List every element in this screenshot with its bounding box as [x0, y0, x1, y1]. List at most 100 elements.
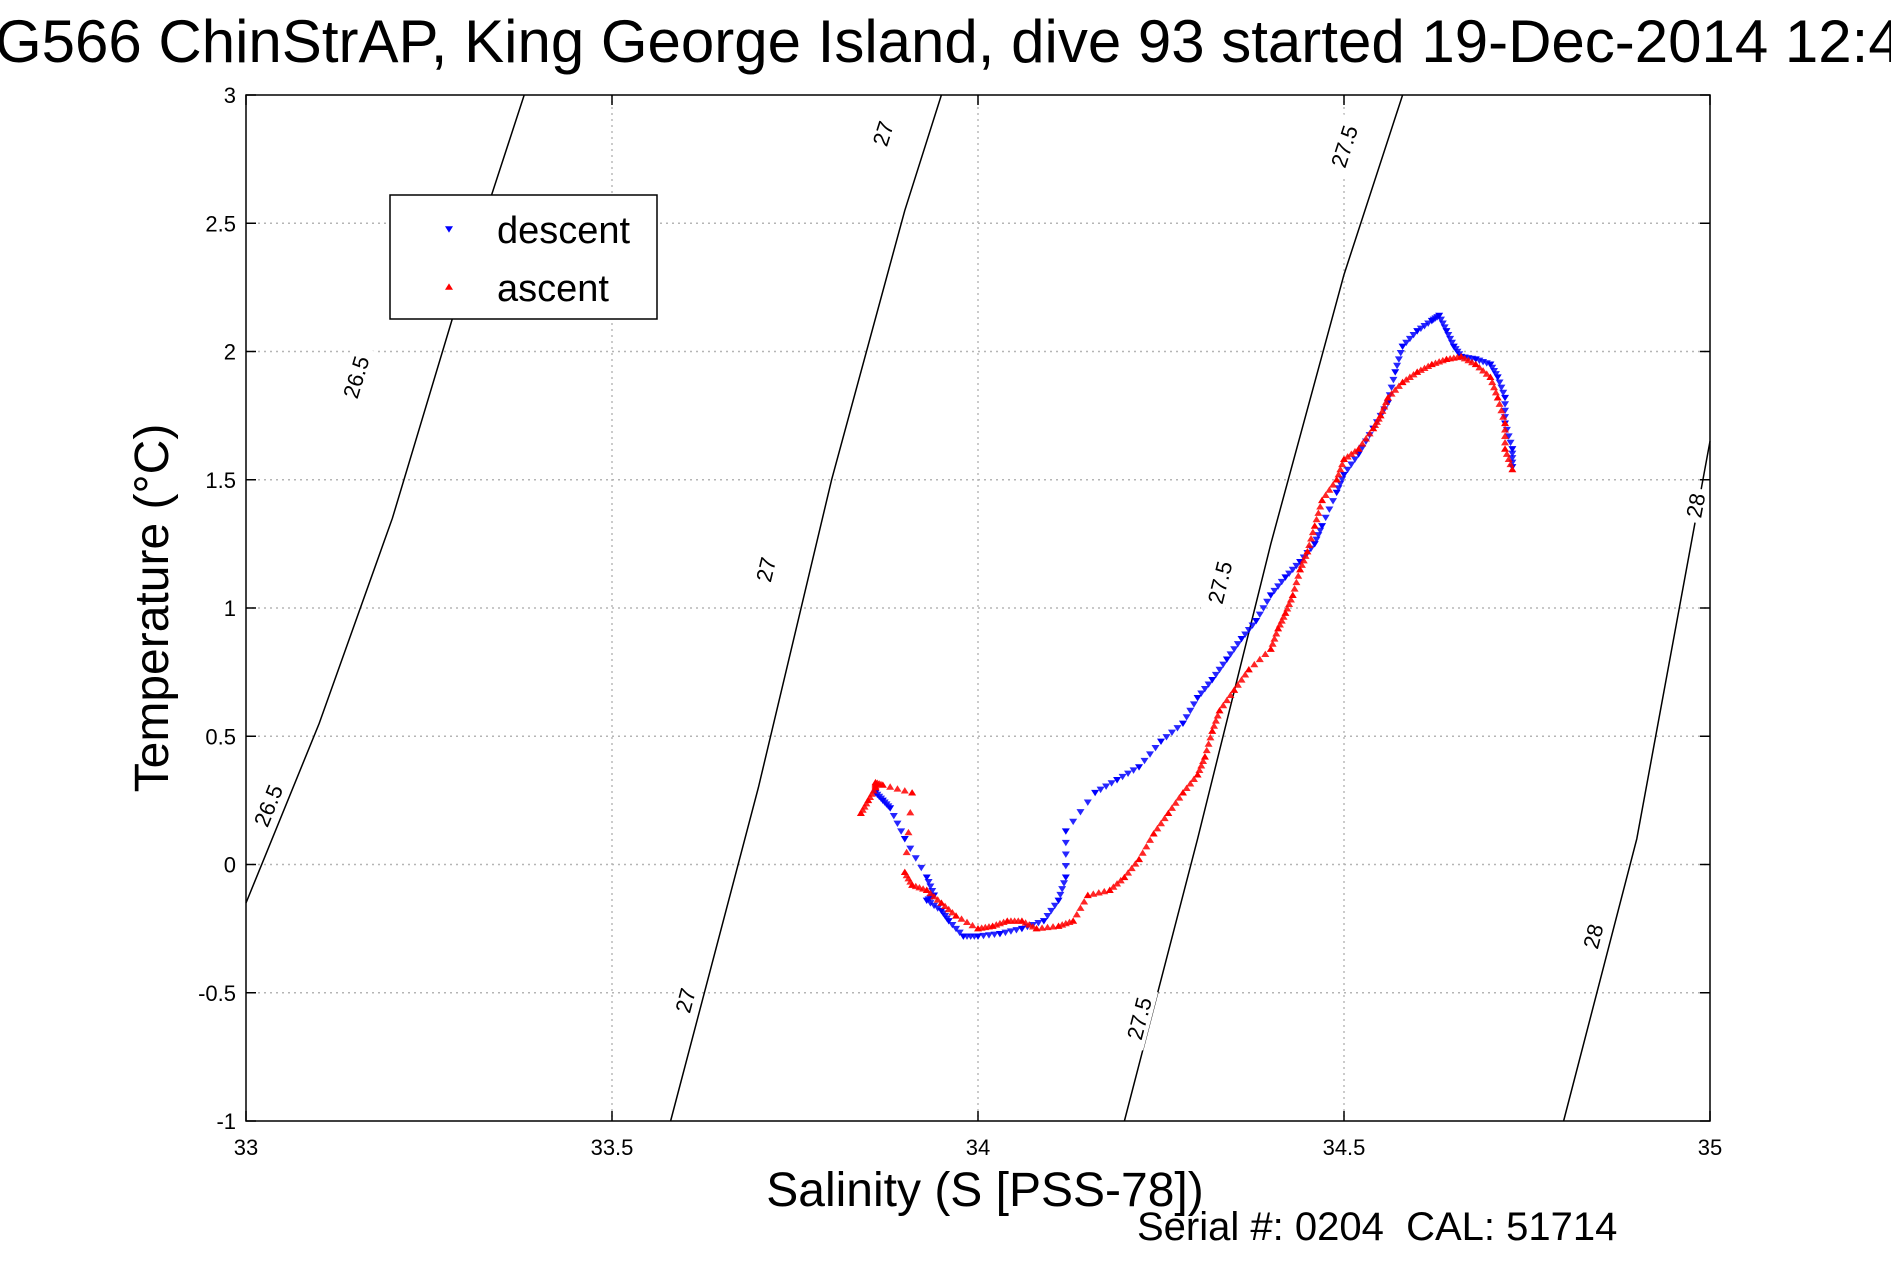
descent-point [1288, 566, 1297, 574]
descent-point [1237, 635, 1246, 643]
descent-point [897, 828, 906, 835]
isopycnal-label: 27.5 [1323, 114, 1365, 179]
descent-point [1259, 605, 1268, 612]
descent-point [944, 918, 953, 925]
ascent-point [1329, 481, 1338, 488]
descent-point [1416, 325, 1425, 333]
ascent-point [1506, 460, 1515, 468]
descent-point [1486, 361, 1495, 368]
ascent-point [1146, 836, 1155, 843]
ascent-point [1491, 388, 1500, 396]
ascent-point [1292, 578, 1301, 586]
descent-point [924, 879, 933, 886]
y-tick-label: 2.5 [205, 211, 236, 236]
descent-point [1061, 874, 1070, 881]
descent-point [952, 925, 961, 933]
ascent-point [1501, 438, 1510, 446]
ascent-point [1391, 386, 1400, 393]
descent-point [955, 929, 964, 937]
serial-cal-note: Serial #: 0204 CAL: 51714 [1137, 1205, 1617, 1249]
ascent-point [1226, 691, 1235, 699]
descent-point [1501, 407, 1510, 415]
descent-point [995, 930, 1004, 938]
isopycnal-label: 27.5 [1119, 986, 1159, 1051]
ascent-point [1175, 794, 1184, 801]
ascent-point [1312, 515, 1321, 523]
ascent-point [1153, 824, 1162, 832]
ascent-point [893, 785, 902, 792]
descent-point [948, 921, 957, 929]
descent-point [1393, 362, 1402, 370]
descent-point [1241, 631, 1250, 638]
descent-point [1034, 920, 1043, 927]
descent-point [1318, 523, 1327, 530]
descent-point [1340, 471, 1348, 479]
ascent-point [1294, 572, 1303, 579]
descent-point [1391, 369, 1400, 376]
ascent-point [1340, 455, 1348, 463]
ascent-point [1142, 842, 1151, 850]
descent-point [1162, 734, 1171, 741]
descent-point [1118, 773, 1127, 781]
descent-point [1292, 562, 1301, 570]
ascent-point [862, 799, 871, 807]
descent-legend-marker [445, 226, 453, 233]
ascent-point [1281, 609, 1290, 616]
ascent-point [1164, 809, 1173, 816]
ascent-point [869, 787, 878, 794]
isopycnal-label: 26.5 [245, 773, 291, 838]
descent-point [1347, 461, 1356, 468]
ascent-point [1272, 630, 1281, 637]
y-tick-label: 0.5 [205, 724, 236, 749]
descent-point [1491, 371, 1500, 378]
ascent-point [1334, 471, 1343, 478]
ascent-point [1501, 432, 1510, 439]
ascent-point [1413, 368, 1422, 375]
descent-point [1398, 343, 1407, 350]
ascent-point [1120, 873, 1129, 881]
ascent-point [1138, 849, 1147, 856]
descent-point [1506, 439, 1515, 447]
ascent-point [1350, 447, 1359, 455]
x-tick-label: 34.5 [1323, 1135, 1366, 1160]
ascent-point [963, 918, 972, 926]
ascent-point [1424, 362, 1433, 370]
ascent-point [944, 905, 953, 913]
descent-point [928, 887, 937, 895]
ascent-point [1378, 407, 1387, 414]
ascent-point [1314, 509, 1323, 516]
ascent-point [1376, 412, 1385, 419]
isopycnal-label: 27 [669, 980, 702, 1020]
ascent-point [1501, 419, 1510, 427]
ascent-point [860, 803, 869, 810]
isopycnal-label-bg [1200, 550, 1239, 615]
ascent-point [1208, 727, 1217, 734]
isopycnal-label-text: 28 [1681, 491, 1710, 520]
descent-point [933, 905, 942, 912]
x-tick-label: 33.5 [591, 1135, 634, 1160]
descent-point [1069, 818, 1078, 826]
descent-point [1091, 789, 1100, 797]
ascent-point [1274, 624, 1283, 632]
ascent-point [1113, 880, 1122, 887]
descent-point [1226, 651, 1235, 658]
descent-point [1060, 880, 1069, 887]
ascent-point [1288, 591, 1297, 598]
descent-point [1129, 767, 1138, 774]
ascent-point [1372, 418, 1381, 425]
descent-point [1405, 335, 1414, 343]
ascent-point [1290, 585, 1299, 592]
ascent-point [1197, 762, 1206, 769]
isopycnal-label-bg [1323, 114, 1365, 179]
descent-point [926, 883, 935, 890]
y-tick-label: 0 [224, 853, 236, 878]
ascent-point [1299, 556, 1308, 564]
descent-point [1107, 780, 1116, 787]
ascent-point [1160, 814, 1169, 822]
ascent-point [1171, 799, 1180, 806]
descent-point [1329, 498, 1338, 505]
descent-point [1135, 764, 1144, 771]
descent-point [1167, 729, 1176, 737]
descent-point [1488, 364, 1497, 372]
ascent-point [864, 796, 873, 804]
